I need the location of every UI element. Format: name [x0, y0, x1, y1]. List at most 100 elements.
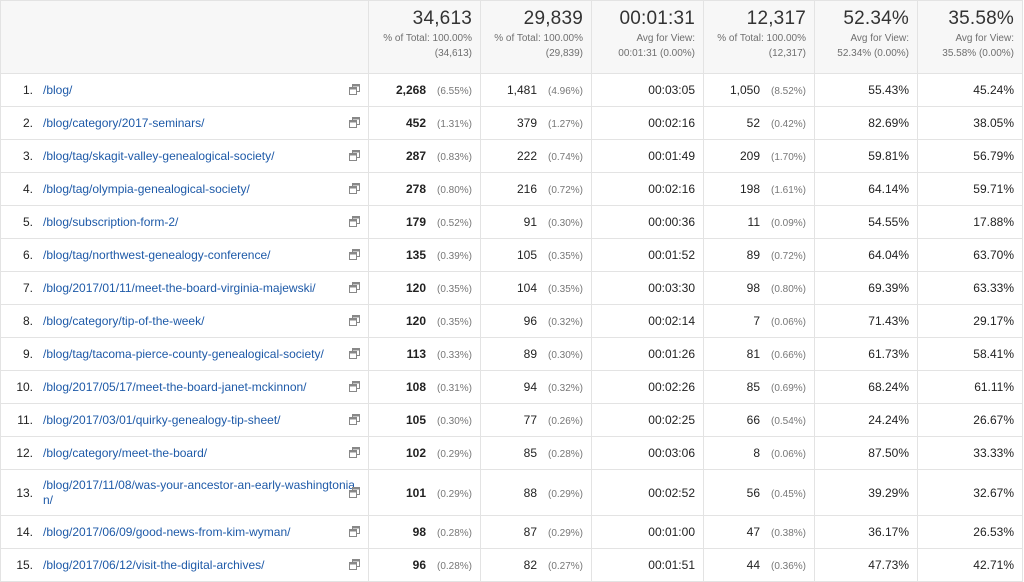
entrances-cell: 209 (1.70%)	[703, 139, 815, 173]
unique-pageviews-value: 77	[523, 413, 537, 427]
open-in-new-window-icon[interactable]	[349, 559, 360, 570]
pageviews-value: 96	[412, 558, 426, 572]
avg-time-value: 00:01:49	[648, 149, 695, 163]
open-in-new-window-icon[interactable]	[349, 183, 360, 194]
pageviews-cell: 105 (0.30%)	[368, 403, 481, 437]
table-row: 7. /blog/2017/01/11/meet-the-board-virgin…	[0, 271, 1023, 305]
page-link[interactable]: /blog/category/meet-the-board/	[43, 446, 208, 461]
open-in-new-window-icon[interactable]	[349, 447, 360, 458]
entrances-percent: (1.61%)	[770, 185, 806, 196]
entrances-percent: (0.36%)	[770, 561, 806, 572]
open-in-new-window-icon[interactable]	[349, 249, 360, 260]
page-link[interactable]: /blog/	[43, 83, 73, 98]
open-in-new-window-icon[interactable]	[349, 150, 360, 161]
total-bounce-rate: 52.34% Avg for View: 52.34% (0.00%)	[814, 0, 918, 74]
unique-pageviews-cell: 222 (0.74%)	[480, 139, 592, 173]
open-in-new-window-icon[interactable]	[349, 282, 360, 293]
unique-pageviews-cell: 89 (0.30%)	[480, 337, 592, 371]
unique-pageviews-cell: 379 (1.27%)	[480, 106, 592, 140]
unique-pageviews-cell: 96 (0.32%)	[480, 304, 592, 338]
page-cell: 13. /blog/2017/11/08/was-your-ancestor-an…	[0, 469, 369, 516]
total-value: 29,839	[523, 8, 583, 29]
open-in-new-window-icon[interactable]	[349, 381, 360, 392]
open-in-new-window-icon[interactable]	[349, 526, 360, 537]
exit-rate-value: 42.71%	[973, 558, 1014, 572]
page-link[interactable]: /blog/tag/tacoma-pierce-county-genealogi…	[43, 347, 324, 362]
page-link[interactable]: /blog/2017/03/01/quirky-genealogy-tip-sh…	[43, 413, 281, 428]
page-cell: 3. /blog/tag/skagit-valley-genealogical-s…	[0, 139, 369, 173]
pageviews-cell: 2,268 (6.55%)	[368, 73, 481, 107]
avg-time-value: 00:03:30	[648, 281, 695, 295]
bounce-rate-cell: 87.50%	[814, 436, 918, 470]
avg-time-cell: 00:02:26	[591, 370, 704, 404]
bounce-rate-cell: 61.73%	[814, 337, 918, 371]
bounce-rate-value: 59.81%	[868, 149, 909, 163]
row-number: 2.	[22, 116, 33, 131]
table-row: 2. /blog/category/2017-seminars/ 452 (1.31…	[0, 106, 1023, 140]
table-row: 3. /blog/tag/skagit-valley-genealogical-s…	[0, 139, 1023, 173]
open-in-new-window-icon[interactable]	[349, 216, 360, 227]
page-link[interactable]: /blog/2017/05/17/meet-the-board-janet-mc…	[43, 380, 307, 395]
page-link[interactable]: /blog/2017/01/11/meet-the-board-virginia…	[43, 281, 316, 296]
unique-pageviews-value: 87	[523, 525, 537, 539]
pageviews-cell: 96 (0.28%)	[368, 548, 481, 582]
bounce-rate-cell: 55.43%	[814, 73, 918, 107]
page-link[interactable]: /blog/2017/06/12/visit-the-digital-archi…	[43, 558, 265, 573]
pageviews-percent: (0.33%)	[436, 350, 472, 361]
page-link[interactable]: /blog/tag/skagit-valley-genealogical-soc…	[43, 149, 275, 164]
pageviews-value: 108	[405, 380, 426, 394]
page-cell: 10. /blog/2017/05/17/meet-the-board-janet…	[0, 370, 369, 404]
open-in-new-window-icon[interactable]	[349, 84, 360, 95]
pageviews-value: 120	[405, 314, 426, 328]
unique-pageviews-cell: 87 (0.29%)	[480, 515, 592, 549]
total-subtext: % of Total: 100.00%	[383, 33, 472, 44]
page-link[interactable]: /blog/tag/northwest-genealogy-conference…	[43, 248, 271, 263]
entrances-value: 89	[746, 248, 760, 262]
unique-pageviews-value: 216	[516, 182, 537, 196]
page-cell: 1. /blog/	[0, 73, 369, 107]
pageviews-percent: (0.28%)	[436, 561, 472, 572]
open-in-new-window-icon[interactable]	[349, 117, 360, 128]
page-link[interactable]: /blog/tag/olympia-genealogical-society/	[43, 182, 250, 197]
page-cell: 2. /blog/category/2017-seminars/	[0, 106, 369, 140]
open-in-new-window-icon[interactable]	[349, 414, 360, 425]
entrances-percent: (0.80%)	[770, 284, 806, 295]
unique-pageviews-percent: (0.30%)	[547, 218, 583, 229]
pageviews-percent: (0.29%)	[436, 488, 472, 500]
avg-time-cell: 00:00:36	[591, 205, 704, 239]
row-number: 10.	[16, 380, 33, 395]
open-in-new-window-icon[interactable]	[349, 486, 360, 498]
total-subtext: (34,613)	[434, 48, 472, 59]
bounce-rate-cell: 47.73%	[814, 548, 918, 582]
page-link[interactable]: /blog/2017/06/09/good-news-from-kim-wyma…	[43, 525, 291, 540]
pageviews-percent: (0.31%)	[436, 383, 472, 394]
page-cell: 11. /blog/2017/03/01/quirky-genealogy-tip…	[0, 403, 369, 437]
total-value: 12,317	[746, 8, 806, 29]
page-link[interactable]: /blog/category/tip-of-the-week/	[43, 314, 205, 329]
entrances-value: 85	[746, 380, 760, 394]
bounce-rate-value: 55.43%	[868, 83, 909, 97]
page-link[interactable]: /blog/2017/11/08/was-your-ancestor-an-ea…	[43, 477, 355, 507]
page-cell: 9. /blog/tag/tacoma-pierce-county-genealo…	[0, 337, 369, 371]
page-link[interactable]: /blog/category/2017-seminars/	[43, 116, 205, 131]
table-row: 8. /blog/category/tip-of-the-week/ 120 (0.…	[0, 304, 1023, 338]
pageviews-percent: (1.31%)	[436, 119, 472, 130]
total-value: 00:01:31	[619, 8, 695, 29]
avg-time-cell: 00:03:05	[591, 73, 704, 107]
avg-time-value: 00:02:26	[648, 380, 695, 394]
entrances-percent: (0.09%)	[770, 218, 806, 229]
exit-rate-value: 33.33%	[973, 446, 1014, 460]
pageviews-percent: (0.80%)	[436, 185, 472, 196]
page-link[interactable]: /blog/subscription-form-2/	[43, 215, 179, 230]
row-number: 8.	[22, 314, 33, 329]
entrances-percent: (0.42%)	[770, 119, 806, 130]
row-number: 5.	[22, 215, 33, 230]
unique-pageviews-percent: (0.30%)	[547, 350, 583, 361]
open-in-new-window-icon[interactable]	[349, 315, 360, 326]
total-pageviews: 34,613 % of Total: 100.00% (34,613)	[368, 0, 481, 74]
avg-time-cell: 00:01:51	[591, 548, 704, 582]
open-in-new-window-icon[interactable]	[349, 348, 360, 359]
table-row: 10. /blog/2017/05/17/meet-the-board-janet…	[0, 370, 1023, 404]
unique-pageviews-cell: 77 (0.26%)	[480, 403, 592, 437]
